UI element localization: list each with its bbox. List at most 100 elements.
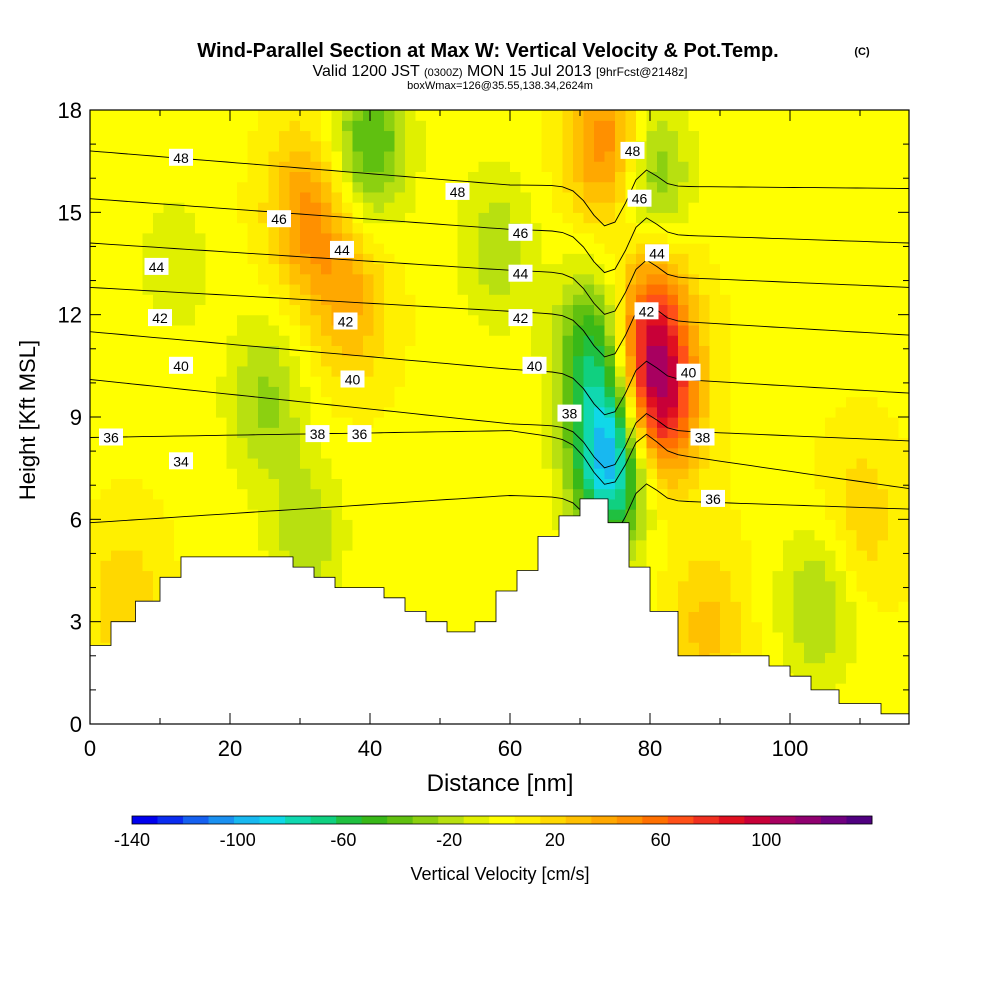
- velocity-cell: [625, 345, 637, 357]
- velocity-cell: [142, 539, 154, 551]
- velocity-cell: [310, 406, 322, 418]
- velocity-cell: [562, 171, 574, 183]
- velocity-cell: [783, 345, 795, 357]
- velocity-cell: [888, 683, 900, 694]
- velocity-cell: [394, 110, 406, 121]
- velocity-cell: [405, 376, 417, 387]
- velocity-cell: [468, 580, 480, 592]
- velocity-cell: [562, 150, 574, 162]
- velocity-cell: [825, 560, 837, 572]
- velocity-cell: [300, 417, 312, 428]
- velocity-cell: [132, 181, 144, 193]
- velocity-cell: [468, 283, 480, 295]
- velocity-cell: [405, 150, 417, 162]
- velocity-cell: [363, 140, 375, 152]
- velocity-cell: [657, 273, 669, 285]
- velocity-cell: [436, 345, 448, 357]
- velocity-cell: [457, 140, 469, 152]
- velocity-cell: [730, 447, 742, 459]
- velocity-cell: [268, 171, 280, 183]
- velocity-cell: [100, 212, 112, 224]
- velocity-cell: [163, 529, 175, 541]
- velocity-cell: [751, 283, 763, 295]
- velocity-cell: [153, 355, 165, 367]
- velocity-cell: [667, 171, 679, 183]
- velocity-cell: [153, 509, 165, 520]
- colorbar-label: Vertical Velocity [cm/s]: [410, 864, 589, 884]
- velocity-cell: [762, 365, 774, 377]
- velocity-cell: [604, 324, 616, 336]
- velocity-cell: [90, 621, 102, 633]
- velocity-cell: [289, 150, 301, 162]
- velocity-cell: [636, 130, 648, 142]
- velocity-cell: [132, 488, 144, 500]
- velocity-cell: [667, 468, 679, 479]
- velocity-cell: [90, 222, 102, 234]
- velocity-cell: [751, 621, 763, 633]
- velocity-cell: [510, 509, 522, 520]
- velocity-cell: [436, 611, 448, 623]
- velocity-cell: [751, 590, 763, 602]
- velocity-cell: [405, 529, 417, 541]
- velocity-cell: [888, 181, 900, 193]
- velocity-cell: [237, 232, 249, 244]
- velocity-cell: [405, 130, 417, 142]
- velocity-cell: [562, 243, 574, 254]
- velocity-cell: [804, 232, 816, 244]
- velocity-cell: [90, 529, 102, 541]
- velocity-cell: [835, 304, 847, 316]
- velocity-cell: [867, 611, 879, 623]
- velocity-cell: [825, 232, 837, 244]
- velocity-cell: [121, 273, 133, 285]
- velocity-cell: [384, 417, 396, 428]
- velocity-cell: [594, 110, 606, 121]
- velocity-cell: [730, 437, 742, 449]
- velocity-cell: [90, 130, 102, 142]
- velocity-cell: [510, 191, 522, 203]
- velocity-cell: [657, 232, 669, 244]
- velocity-cell: [783, 222, 795, 234]
- velocity-cell: [888, 161, 900, 172]
- velocity-cell: [520, 191, 532, 203]
- theta-label: 38: [305, 425, 330, 443]
- velocity-cell: [835, 519, 847, 531]
- velocity-cell: [184, 253, 196, 265]
- velocity-cell: [174, 560, 186, 572]
- velocity-cell: [121, 202, 133, 213]
- velocity-cell: [783, 539, 795, 551]
- theta-label-box: [340, 370, 365, 388]
- velocity-cell: [342, 263, 354, 275]
- velocity-cell: [363, 386, 375, 398]
- x-tick-label: 80: [638, 736, 662, 761]
- velocity-cell: [352, 171, 364, 183]
- velocity-cell: [342, 273, 354, 285]
- velocity-cell: [867, 488, 879, 500]
- velocity-cell: [111, 611, 123, 623]
- velocity-cell: [667, 376, 679, 387]
- colorbar-swatch: [718, 816, 745, 824]
- velocity-cell: [226, 468, 238, 479]
- theta-label-text: 34: [173, 453, 189, 469]
- velocity-cell: [888, 304, 900, 316]
- velocity-cell: [657, 427, 669, 439]
- velocity-cell: [226, 478, 238, 490]
- velocity-cell: [195, 335, 207, 346]
- velocity-cell: [898, 468, 909, 479]
- velocity-cell: [163, 519, 175, 531]
- velocity-cell: [772, 150, 784, 162]
- velocity-cell: [730, 621, 742, 633]
- velocity-cell: [667, 324, 679, 336]
- velocity-cell: [741, 478, 753, 490]
- velocity-cell: [426, 457, 438, 469]
- velocity-cell: [426, 498, 438, 510]
- velocity-cell: [762, 171, 774, 183]
- velocity-cell: [825, 488, 837, 500]
- velocity-cell: [468, 417, 480, 428]
- velocity-cell: [174, 232, 186, 244]
- velocity-cell: [604, 478, 616, 490]
- velocity-cell: [142, 335, 154, 346]
- velocity-cell: [720, 447, 732, 459]
- velocity-cell: [321, 570, 333, 582]
- velocity-cell: [331, 457, 343, 469]
- velocity-cell: [783, 529, 795, 541]
